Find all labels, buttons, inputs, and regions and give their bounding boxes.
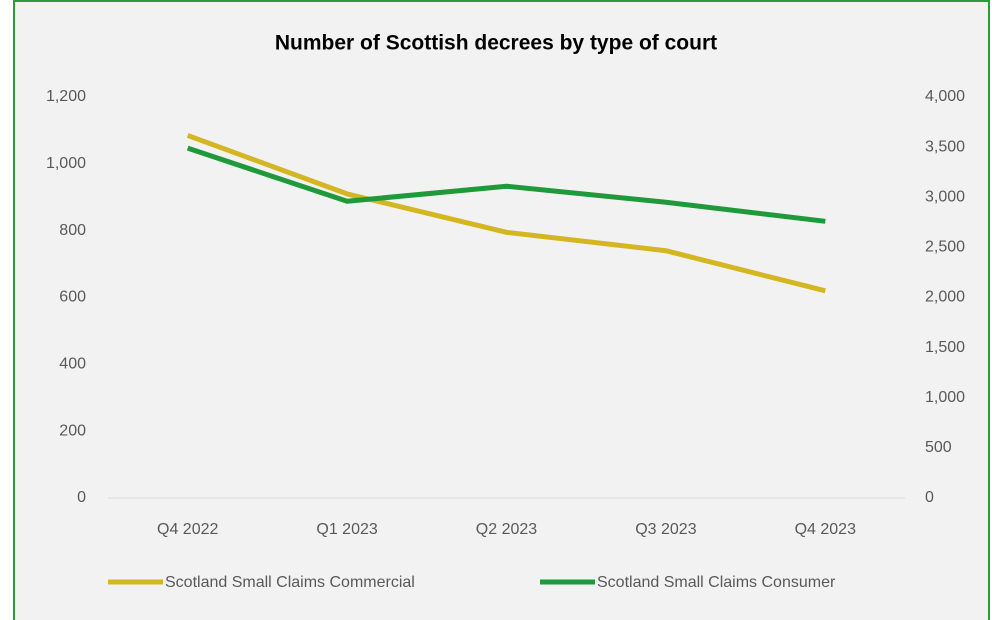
chart-frame bbox=[13, 0, 990, 620]
y-tick-label: 800 bbox=[59, 222, 86, 239]
x-tick-label: Q4 2022 bbox=[157, 521, 218, 538]
legend-label: Scotland Small Claims Consumer bbox=[597, 574, 836, 591]
y2-tick-label: 3,500 bbox=[925, 138, 965, 155]
x-tick-label: Q1 2023 bbox=[316, 521, 377, 538]
y-tick-label: 200 bbox=[59, 422, 86, 439]
x-tick-label: Q2 2023 bbox=[476, 521, 537, 538]
y2-tick-label: 1,500 bbox=[925, 339, 965, 356]
y-tick-label: 400 bbox=[59, 356, 86, 373]
y-tick-label: 1,200 bbox=[46, 88, 86, 105]
y2-tick-label: 0 bbox=[925, 489, 934, 506]
y2-tick-label: 3,000 bbox=[925, 188, 965, 205]
series-line bbox=[186, 145, 826, 224]
x-tick-label: Q4 2023 bbox=[795, 521, 856, 538]
y-tick-label: 1,000 bbox=[46, 155, 86, 172]
chart-title: Number of Scottish decrees by type of co… bbox=[275, 32, 717, 55]
y2-tick-label: 4,000 bbox=[925, 88, 965, 105]
y2-tick-label: 500 bbox=[925, 439, 952, 456]
series-line bbox=[186, 133, 826, 294]
legend-label: Scotland Small Claims Commercial bbox=[165, 574, 415, 591]
y2-tick-label: 1,000 bbox=[925, 389, 965, 406]
y2-tick-label: 2,500 bbox=[925, 239, 965, 256]
y-tick-label: 600 bbox=[59, 289, 86, 306]
x-tick-label: Q3 2023 bbox=[635, 521, 696, 538]
y-tick-label: 0 bbox=[77, 489, 86, 506]
y2-tick-label: 2,000 bbox=[925, 289, 965, 306]
